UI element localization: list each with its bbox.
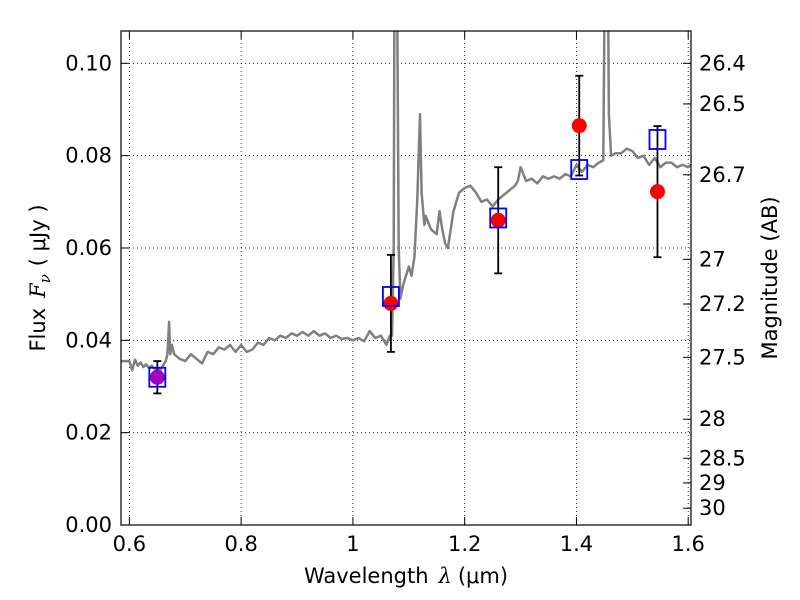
magnitude-axis-label: Magnitude (AB): [758, 196, 782, 359]
magnitude-tick-label: 28.5: [699, 446, 746, 470]
grid: [121, 31, 691, 525]
x-tick-label: 0.8: [224, 532, 257, 556]
model-points: [148, 129, 667, 388]
observed-points: [149, 118, 665, 385]
x-tick-label: 1.4: [560, 532, 593, 556]
observed-point: [649, 184, 665, 200]
magnitude-tick-label: 29: [699, 471, 726, 495]
y-tick-label: 0.08: [65, 144, 112, 168]
model-spectrum: [121, 31, 691, 372]
y-tick-label: 0.02: [65, 421, 112, 445]
magnitude-tick-label: 26.7: [699, 163, 746, 187]
plot-frame: [120, 30, 692, 526]
y-tick-label: 0.04: [65, 328, 112, 352]
observed-point: [571, 118, 587, 134]
x-axis-label: Wavelength λ (μm): [304, 564, 508, 588]
y-axis-label: FluxFν( μJy ): [26, 204, 54, 351]
magnitude-tick-label: 27.5: [699, 345, 746, 369]
magnitude-tick-label: 30: [699, 496, 726, 520]
observed-point: [383, 295, 399, 311]
magnitude-tick-label: 28: [699, 407, 726, 431]
y-tick-labels: 0.00 0.02 0.04 0.06 0.08 0.10: [65, 51, 112, 537]
observed-point: [490, 212, 506, 228]
magnitude-tick-label: 26.4: [699, 51, 746, 75]
y-tick-label: 0.10: [65, 51, 112, 75]
spectrum-line: [121, 31, 691, 372]
magnitude-tick-label: 26.5: [699, 92, 746, 116]
ticks: [121, 31, 691, 526]
model-point: [570, 159, 589, 180]
model-point: [489, 207, 508, 229]
model-point: [148, 366, 167, 388]
y-tick-label: 0.00: [65, 513, 112, 537]
x-tick-label: 1.2: [448, 532, 481, 556]
x-tick-labels: 0.6 0.8 1 1.2 1.4 1.6: [113, 532, 705, 556]
magnitude-tick-label: 27: [699, 247, 726, 271]
x-tick-label: 1.6: [672, 532, 705, 556]
magnitude-tick-label: 27.2: [699, 292, 746, 316]
model-point: [382, 286, 400, 307]
model-point: [648, 129, 667, 150]
observed-point: [149, 369, 165, 385]
y-tick-label: 0.06: [65, 236, 112, 260]
x-tick-label: 0.6: [113, 532, 146, 556]
x-tick-label: 1: [346, 532, 359, 556]
